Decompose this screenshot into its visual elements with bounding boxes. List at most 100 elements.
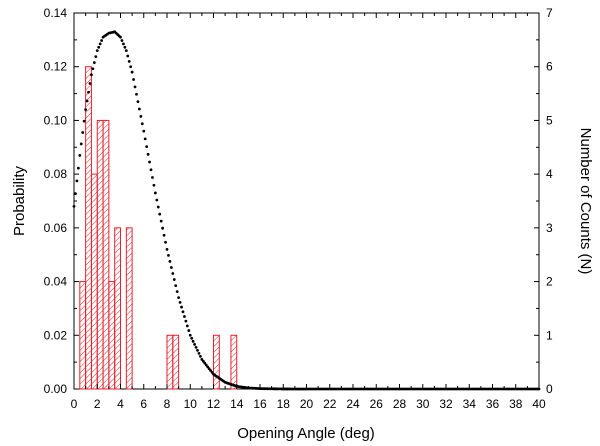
curve-point: [79, 142, 83, 146]
curve-point: [92, 61, 96, 65]
histogram-bar: [230, 334, 238, 390]
curve-point: [90, 73, 93, 77]
y-tick-label: 0.12: [44, 60, 68, 74]
histogram-bar: [85, 66, 92, 390]
curve-point: [169, 266, 173, 269]
curve-point: [95, 49, 99, 52]
curve-point: [149, 168, 153, 172]
histogram-bars: [79, 66, 238, 390]
curve-point: [199, 355, 202, 358]
curve-point: [152, 183, 156, 187]
curve-point: [190, 336, 194, 340]
histogram-bar: [166, 334, 174, 390]
curve-point: [171, 272, 175, 275]
x-tick-label: 30: [416, 397, 430, 411]
curve-point: [130, 70, 134, 74]
curve-point: [120, 39, 124, 42]
curve-point: [194, 345, 198, 349]
x-tick-label: 34: [463, 397, 477, 411]
curve-point: [132, 78, 135, 81]
curve-point: [74, 192, 77, 196]
curve-point: [88, 82, 92, 85]
curve-point: [82, 119, 86, 123]
y2-tick-label: 6: [546, 60, 553, 74]
curve-point: [155, 198, 159, 202]
curve-point: [75, 179, 79, 183]
y-tick-label: 0.08: [44, 167, 68, 181]
curve-point: [87, 90, 90, 94]
x-tick-label: 12: [207, 397, 221, 411]
y2-tick-label: 0: [546, 382, 553, 396]
curve-point: [158, 212, 162, 216]
histogram-bar: [213, 334, 220, 390]
curve-point: [180, 305, 183, 309]
curve-point: [178, 300, 182, 304]
x-tick-label: 6: [140, 397, 147, 411]
curve-point: [97, 45, 101, 49]
curve-point: [135, 92, 138, 96]
y-tick-label: 0.10: [44, 113, 68, 127]
curve-point: [197, 352, 201, 355]
x-tick-label: 14: [230, 397, 244, 411]
histogram-bar: [90, 173, 98, 390]
y-tick-label: 0.04: [44, 275, 68, 289]
curve-point: [162, 233, 166, 237]
curve-point: [187, 329, 191, 332]
y-tick-label: 0.14: [44, 6, 68, 20]
curve-point: [122, 42, 125, 46]
histogram-bar: [79, 281, 87, 390]
x-tick-label: 24: [346, 397, 360, 411]
curve-point: [161, 226, 165, 230]
curve-point: [188, 333, 192, 337]
curve-point: [159, 219, 163, 223]
curve-point: [94, 55, 98, 59]
histogram-bar: [96, 119, 104, 390]
x-tick-label: 40: [532, 397, 546, 411]
curve-point: [137, 107, 141, 111]
x-tick-label: 28: [393, 397, 407, 411]
x-tick-label: 4: [117, 397, 124, 411]
x-tick-label: 8: [164, 397, 171, 411]
y2-tick-label: 1: [546, 328, 553, 342]
tick-labels: 0 2 4 6 8 10 12 14 16 18 20 22 24 26 28 30 32 34 36 38 400.0…: [44, 6, 553, 411]
y2-tick-label: 4: [546, 167, 553, 181]
y-axis-title: Probability: [11, 165, 28, 236]
histogram-bar: [172, 334, 180, 390]
curve-point: [91, 67, 95, 71]
curve-point: [143, 137, 147, 141]
plot-area: [73, 12, 540, 390]
curve-point: [151, 176, 154, 179]
curve-point: [142, 129, 146, 133]
curve-point: [129, 65, 133, 69]
curve-point: [123, 45, 127, 49]
histogram-bar: [108, 281, 116, 390]
curve-point: [146, 152, 150, 156]
curve-point: [168, 260, 172, 263]
curve-point: [100, 39, 104, 42]
x-tick-label: 2: [94, 397, 101, 411]
y-tick-label: 0.00: [44, 382, 68, 396]
histogram-bar: [125, 227, 133, 390]
x-tick-label: 18: [277, 397, 291, 411]
curve-point: [85, 99, 89, 103]
curve-point: [81, 131, 85, 134]
curve-point: [177, 296, 181, 300]
x-tick-label: 26: [370, 397, 384, 411]
curve-point: [72, 204, 76, 208]
x-tick-label: 38: [509, 397, 523, 411]
curve-point: [181, 310, 185, 314]
curve-point: [127, 59, 131, 63]
curve-point: [78, 153, 82, 157]
curve-point: [183, 315, 186, 318]
y-tick-label: 0.02: [44, 328, 68, 342]
x-axis-title: Opening Angle (deg): [237, 425, 375, 442]
curve-point: [184, 319, 188, 323]
curve-point: [175, 290, 179, 294]
y2-tick-label: 7: [546, 6, 553, 20]
x-tick-label: 36: [486, 397, 500, 411]
curve-point: [126, 54, 130, 58]
y-tick-label: 0.06: [44, 221, 68, 235]
histogram-bar: [102, 119, 110, 390]
x-tick-label: 0: [71, 397, 78, 411]
x-tick-label: 16: [253, 397, 267, 411]
